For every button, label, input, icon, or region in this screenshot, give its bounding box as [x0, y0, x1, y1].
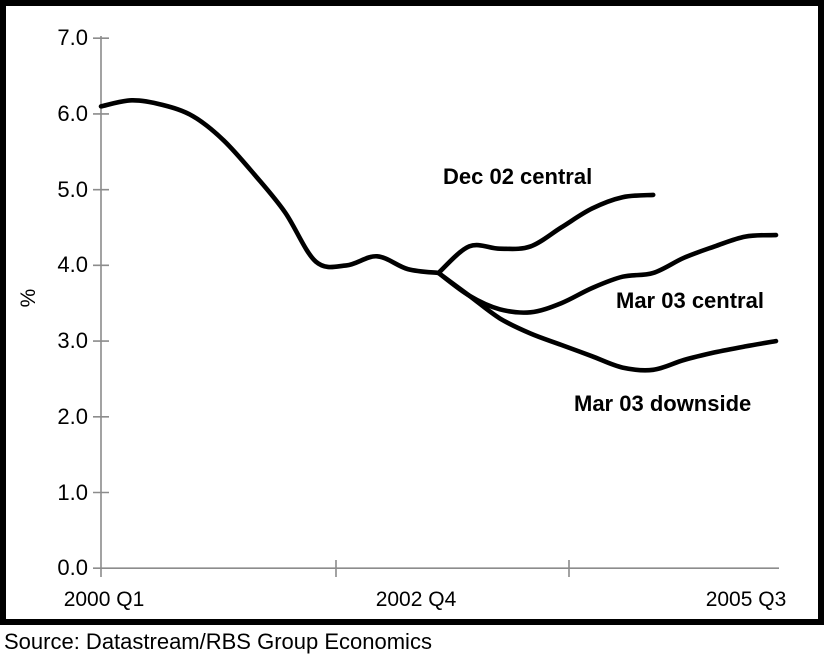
y-tick-label-6: 6.0: [57, 101, 88, 126]
series-label-mar-03-downside: Mar 03 downside: [574, 391, 752, 416]
y-tick-label-3: 3.0: [57, 328, 88, 353]
plot-area: [93, 36, 779, 577]
series-label-dec-02-central: Dec 02 central: [443, 164, 593, 189]
y-tick-label-0: 0.0: [57, 555, 88, 580]
chart-border-frame: % 7.0 6.0 5.0 4.0 3.0 2.0 1.0 0.0 2000 Q…: [0, 0, 824, 625]
y-tick-label-4: 4.0: [57, 252, 88, 277]
y-axis-title: %: [17, 288, 40, 308]
y-tick-label-7: 7.0: [57, 25, 88, 50]
source-caption: Source: Datastream/RBS Group Economics: [4, 629, 432, 654]
x-tick-label-2002q4: 2002 Q4: [375, 588, 457, 611]
x-tick-label-2000q1: 2000 Q1: [63, 588, 145, 611]
x-tick-label-2005q3: 2005 Q3: [705, 588, 787, 611]
y-tick-label-5: 5.0: [57, 177, 88, 202]
y-tick-label-2: 2.0: [57, 404, 88, 429]
series-label-mar-03-central: Mar 03 central: [616, 288, 764, 313]
y-tick-label-1: 1.0: [57, 480, 88, 505]
